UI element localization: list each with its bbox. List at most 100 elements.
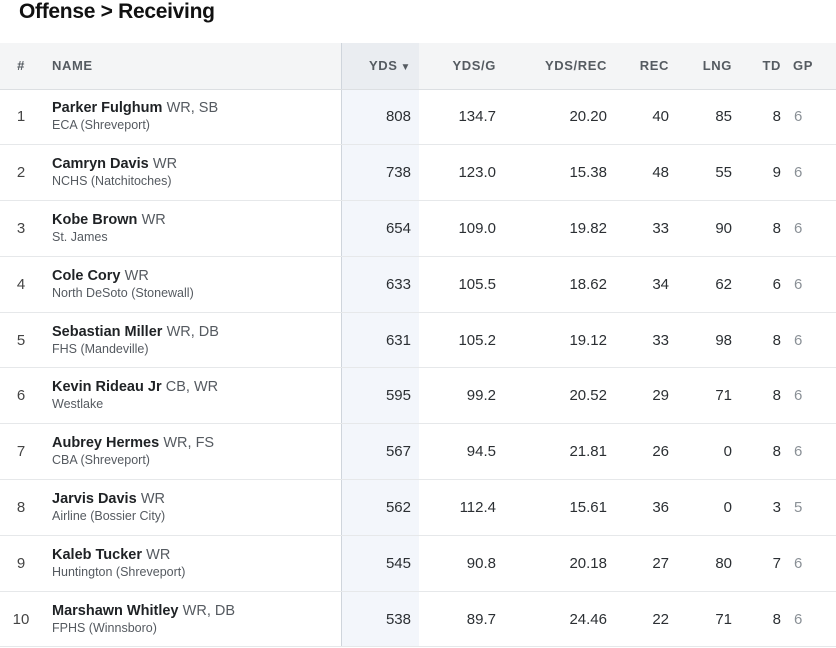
rec-cell: 22 (607, 591, 669, 648)
table-row: 9 Kaleb Tucker WR Huntington (Shreveport… (0, 535, 836, 592)
column-header-rec[interactable]: REC (607, 43, 669, 90)
gp-cell: 6 (781, 367, 836, 425)
lng-cell: 71 (669, 591, 732, 648)
gp-cell: 6 (781, 535, 836, 592)
td-cell: 9 (732, 144, 781, 202)
lng-cell: 62 (669, 256, 732, 313)
rank-cell: 1 (0, 89, 42, 146)
column-header-yds-label: YDS (368, 58, 398, 74)
yds-per-rec-cell: 20.52 (496, 367, 607, 425)
gp-cell: 6 (781, 200, 836, 257)
player-cell: Jarvis Davis WR Airline (Bossier City) (42, 479, 341, 536)
player-name-link[interactable]: Kevin Rideau Jr (52, 379, 162, 396)
player-position: WR (140, 490, 165, 507)
player-cell: Kobe Brown WR St. James (42, 200, 341, 257)
gp-cell: 5 (781, 479, 836, 536)
yds-cell: 595 (340, 367, 419, 425)
column-header-gp[interactable]: GP (781, 43, 836, 90)
player-position: WR (146, 546, 171, 563)
player-cell: Cole Cory WR North DeSoto (Stonewall) (42, 256, 341, 313)
column-header-lng[interactable]: LNG (669, 43, 732, 90)
table-row: 2 Camryn Davis WR NCHS (Natchitoches) 73… (0, 144, 836, 202)
player-position: WR, DB (182, 602, 236, 619)
yds-per-game-cell: 99.2 (419, 367, 496, 425)
player-name-link[interactable]: Marshawn Whitley (52, 602, 179, 619)
yds-cell: 631 (340, 312, 419, 369)
column-header-yds[interactable]: YDS ▼ (340, 43, 419, 90)
yds-per-rec-cell: 20.18 (496, 535, 607, 592)
page-title: Offense > Receiving (19, 0, 215, 23)
player-name-link[interactable]: Camryn Davis (52, 156, 149, 173)
table-row: 3 Kobe Brown WR St. James 654 109.0 19.8… (0, 200, 836, 257)
yds-cell: 654 (340, 200, 419, 257)
yds-cell: 808 (340, 89, 419, 146)
player-school: St. James (52, 229, 108, 244)
column-header-td[interactable]: TD (732, 43, 781, 90)
yds-per-game-cell: 112.4 (419, 479, 496, 536)
lng-cell: 90 (669, 200, 732, 257)
rank-cell: 7 (0, 423, 42, 481)
yds-cell: 538 (340, 591, 419, 648)
table-row: 5 Sebastian Miller WR, DB FHS (Mandevill… (0, 312, 836, 369)
column-header-yds-per-rec[interactable]: YDS/REC (496, 43, 607, 90)
header-row: # NAME YDS ▼ YDS/G YDS/REC REC LNG TD GP (0, 43, 836, 90)
player-position: CB, WR (165, 379, 219, 396)
table-body: 1 Parker Fulghum WR, SB ECA (Shreveport)… (0, 89, 836, 648)
column-header-name[interactable]: NAME (42, 43, 341, 90)
rec-cell: 34 (607, 256, 669, 313)
rec-cell: 36 (607, 479, 669, 536)
rank-cell: 2 (0, 144, 42, 202)
td-cell: 8 (732, 423, 781, 481)
player-name-link[interactable]: Cole Cory (52, 267, 121, 284)
rank-cell: 3 (0, 200, 42, 257)
yds-per-rec-cell: 19.12 (496, 312, 607, 369)
receiving-stats-table-container: # NAME YDS ▼ YDS/G YDS/REC REC LNG TD GP … (0, 43, 836, 648)
gp-cell: 6 (781, 256, 836, 313)
yds-cell: 545 (340, 535, 419, 592)
player-name-link[interactable]: Kaleb Tucker (52, 546, 142, 563)
rank-cell: 6 (0, 367, 42, 425)
column-header-rank[interactable]: # (0, 43, 42, 90)
yds-cell: 567 (340, 423, 419, 481)
rec-cell: 27 (607, 535, 669, 592)
column-header-yds-per-game[interactable]: YDS/G (419, 43, 496, 90)
table-header: # NAME YDS ▼ YDS/G YDS/REC REC LNG TD GP (0, 43, 836, 90)
lng-cell: 85 (669, 89, 732, 146)
table-row: 6 Kevin Rideau Jr CB, WR Westlake 595 99… (0, 367, 836, 425)
player-cell: Camryn Davis WR NCHS (Natchitoches) (42, 144, 341, 202)
rank-cell: 5 (0, 312, 42, 369)
yds-cell: 562 (340, 479, 419, 536)
yds-cell: 633 (340, 256, 419, 313)
yds-per-rec-cell: 24.46 (496, 591, 607, 648)
player-name-link[interactable]: Aubrey Hermes (52, 435, 160, 452)
td-cell: 7 (732, 535, 781, 592)
td-cell: 8 (732, 312, 781, 369)
player-name-link[interactable]: Sebastian Miller (52, 323, 163, 340)
player-cell: Sebastian Miller WR, DB FHS (Mandeville) (42, 312, 341, 369)
yds-per-game-cell: 105.2 (419, 312, 496, 369)
player-school: FHS (Mandeville) (52, 341, 149, 356)
gp-cell: 6 (781, 312, 836, 369)
td-cell: 3 (732, 479, 781, 536)
yds-per-rec-cell: 15.38 (496, 144, 607, 202)
player-cell: Parker Fulghum WR, SB ECA (Shreveport) (42, 89, 341, 146)
lng-cell: 0 (669, 423, 732, 481)
yds-per-rec-cell: 20.20 (496, 89, 607, 146)
yds-per-game-cell: 90.8 (419, 535, 496, 592)
rank-cell: 9 (0, 535, 42, 592)
player-name-link[interactable]: Parker Fulghum (52, 100, 163, 117)
player-name-link[interactable]: Jarvis Davis (52, 490, 137, 507)
player-name-link[interactable]: Kobe Brown (52, 211, 138, 228)
yds-per-rec-cell: 15.61 (496, 479, 607, 536)
rec-cell: 40 (607, 89, 669, 146)
player-cell: Kaleb Tucker WR Huntington (Shreveport) (42, 535, 341, 592)
player-school: CBA (Shreveport) (52, 453, 150, 468)
gp-cell: 6 (781, 144, 836, 202)
player-position: WR, FS (163, 435, 215, 452)
td-cell: 8 (732, 200, 781, 257)
player-position: WR (124, 267, 149, 284)
rank-cell: 10 (0, 591, 42, 648)
yds-cell: 738 (340, 144, 419, 202)
player-school: NCHS (Natchitoches) (52, 174, 172, 189)
td-cell: 8 (732, 89, 781, 146)
